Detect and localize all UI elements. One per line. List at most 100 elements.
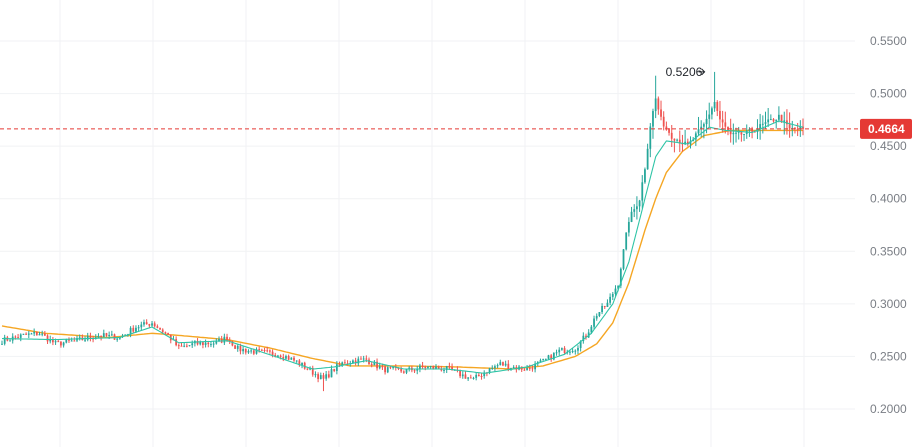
candle — [376, 358, 378, 371]
candle — [260, 348, 263, 351]
candle — [542, 358, 545, 361]
ma-fast-series — [2, 120, 804, 374]
candle-body — [140, 324, 143, 328]
candle-body — [255, 349, 258, 354]
candle-body — [796, 128, 799, 130]
candle-body — [376, 361, 378, 369]
candle-body — [105, 333, 108, 336]
candle — [560, 347, 563, 351]
candle-body — [330, 369, 333, 378]
candle-body — [207, 342, 210, 345]
candle — [51, 336, 54, 346]
candle — [676, 138, 678, 142]
candle-body — [502, 362, 504, 366]
candle-body — [3, 337, 6, 344]
candle — [713, 71, 716, 112]
candle — [137, 325, 140, 332]
current-price-value: 0.4664 — [868, 122, 905, 136]
candle — [743, 133, 745, 142]
candle — [188, 345, 191, 347]
candle-body — [306, 368, 309, 370]
candle-body — [606, 302, 609, 307]
candle-body — [461, 374, 464, 377]
candle-body — [646, 148, 649, 170]
candle — [30, 332, 33, 335]
candle-body — [424, 367, 427, 369]
candle-body — [702, 124, 705, 127]
candle — [786, 109, 788, 135]
candle-body — [748, 129, 751, 131]
candle-body — [740, 131, 743, 135]
candle — [132, 325, 135, 334]
candle — [686, 138, 689, 147]
candle-body — [534, 363, 537, 370]
candle-body — [327, 374, 330, 378]
candle — [552, 352, 555, 361]
candle — [673, 138, 676, 153]
candle-body — [400, 368, 403, 372]
candle-body — [451, 366, 453, 371]
candle — [764, 111, 767, 129]
candle-body — [258, 349, 261, 351]
candle-body — [630, 211, 633, 222]
candle — [472, 376, 475, 380]
candle — [619, 267, 622, 289]
candle-body — [477, 374, 480, 376]
candle — [606, 299, 609, 308]
candle-body — [9, 340, 11, 342]
candle — [641, 175, 644, 209]
candle-body — [716, 102, 719, 111]
candle-body — [354, 360, 357, 364]
candle — [574, 349, 577, 355]
candle-body — [491, 367, 494, 369]
candle-body — [317, 374, 320, 380]
candle — [322, 372, 325, 392]
candle-body — [370, 364, 373, 366]
candle-body — [282, 357, 285, 359]
candle-body — [132, 327, 135, 332]
candle-body — [33, 331, 36, 334]
candle-body — [41, 333, 44, 335]
current-price-badge: 0.4664 — [860, 118, 912, 139]
candle — [563, 346, 566, 355]
candle — [325, 370, 328, 381]
candle — [143, 319, 145, 327]
candle — [603, 305, 606, 310]
candle-body — [753, 131, 756, 133]
candle-body — [582, 335, 585, 342]
candle-body — [445, 365, 448, 370]
candle — [22, 333, 25, 335]
candle — [660, 100, 662, 121]
candle-body — [266, 350, 269, 352]
candle-body — [287, 356, 290, 360]
candle-body — [19, 334, 22, 338]
candle — [3, 334, 6, 346]
candle-body — [547, 355, 550, 359]
candle — [242, 345, 245, 355]
candle — [531, 364, 534, 372]
y-tick-label: 0.4500 — [870, 139, 907, 153]
candle — [512, 365, 515, 369]
candle-body — [161, 329, 164, 333]
candle — [772, 118, 775, 123]
candle — [783, 111, 786, 135]
candle-body — [156, 326, 159, 328]
annotations: 0.5206 — [666, 65, 706, 79]
candle — [646, 143, 649, 170]
candle-body — [560, 348, 563, 350]
candle — [110, 330, 113, 337]
candle — [317, 372, 320, 383]
candle-body — [27, 333, 30, 335]
candle-body — [432, 365, 435, 369]
candle-body — [341, 362, 344, 365]
candle-body — [700, 126, 703, 130]
candle — [212, 340, 215, 348]
grid-lines — [0, 0, 855, 447]
candle — [609, 293, 612, 306]
candle — [327, 370, 330, 379]
candle — [761, 115, 764, 134]
candle — [697, 116, 700, 136]
candle-body — [504, 363, 507, 366]
